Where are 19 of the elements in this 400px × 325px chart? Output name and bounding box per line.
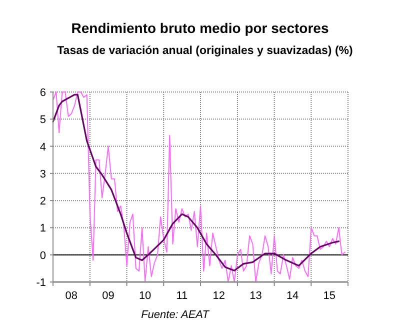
x-tick-label: 14 <box>286 290 299 302</box>
x-tick-label: 09 <box>102 290 114 302</box>
source-note: Fuente: AEAT <box>141 309 210 321</box>
y-tick-label: 1 <box>40 222 46 235</box>
chart-title: Rendimiento bruto medio por sectores <box>71 20 329 36</box>
x-tick-label: 10 <box>138 290 152 302</box>
chart-subtitle: Tasas de variación anual (originales y suavizadas) (%) <box>57 45 354 57</box>
y-tick-label: 4 <box>40 141 46 154</box>
y-tick-label: 0 <box>40 250 46 262</box>
x-tick-label: 15 <box>323 290 336 302</box>
y-tick-label: 2 <box>40 196 46 208</box>
x-tick-label: 13 <box>250 290 262 302</box>
y-tick-label: 6 <box>40 87 46 99</box>
y-tick-label: -1 <box>36 277 46 289</box>
y-tick-label: 3 <box>40 168 46 180</box>
y-tick-label: 5 <box>40 114 46 126</box>
x-tick-label: 12 <box>212 290 225 302</box>
x-tick-label: 08 <box>65 290 78 302</box>
x-tick-label: 11 <box>176 290 188 302</box>
